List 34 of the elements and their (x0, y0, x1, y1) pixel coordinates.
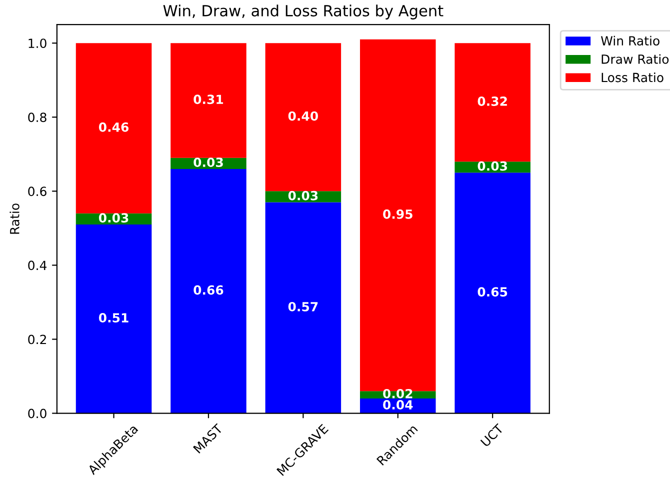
data-label: 0.02 (383, 388, 412, 398)
bar (454, 43, 530, 162)
y-tick-label: 0.0 (28, 408, 46, 418)
data-label: 0.65 (478, 287, 508, 297)
legend-label: Draw Ratio (602, 54, 669, 64)
data-label: 0.03 (478, 161, 508, 171)
bar (170, 43, 246, 158)
bar (170, 168, 246, 414)
data-label: 0.32 (478, 96, 507, 106)
data-label: 0.03 (98, 213, 128, 223)
data-label: 0.46 (98, 122, 129, 132)
chart-title: Win, Draw, and Loss Ratios by Agent (163, 4, 444, 20)
legend-label: Win Ratio (600, 36, 660, 46)
data-label: 0.40 (288, 111, 318, 121)
y-tick-label: 0.6 (28, 186, 46, 196)
y-tick-label: 0.2 (28, 334, 46, 344)
bar (265, 202, 342, 414)
data-label: 0.57 (288, 302, 318, 312)
bar (265, 43, 342, 192)
y-tick-label: 0.4 (28, 260, 47, 270)
bar (76, 43, 152, 214)
data-label: 0.03 (194, 158, 223, 168)
data-label: 0.03 (288, 190, 318, 200)
data-label: 0.66 (194, 285, 224, 295)
y-tick-label: 1.0 (28, 38, 46, 48)
bar (454, 172, 530, 414)
y-tick-label: 0.8 (28, 112, 46, 122)
y-axis-title: Ratio (10, 204, 20, 234)
data-label: 0.51 (98, 313, 128, 323)
bar (76, 224, 152, 414)
legend-label: Loss Ratio (602, 72, 664, 82)
data-label: 0.04 (383, 400, 413, 410)
data-label: 0.95 (383, 209, 412, 219)
data-label: 0.31 (194, 94, 224, 104)
